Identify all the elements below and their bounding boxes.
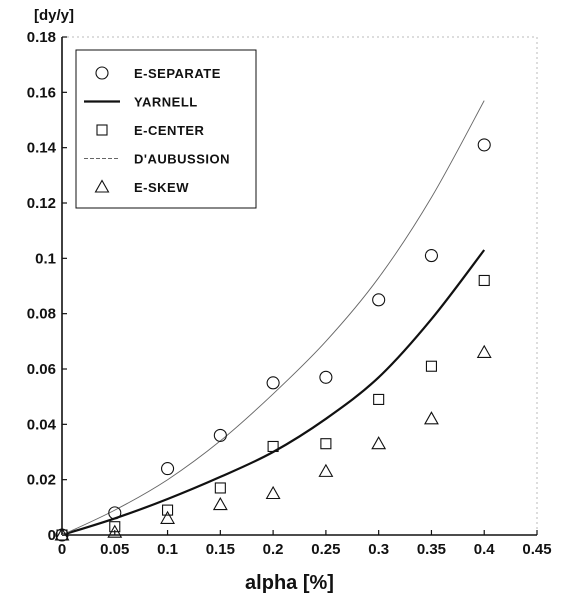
x-tick-label: 0 — [58, 541, 66, 558]
e-separate-point — [266, 376, 280, 390]
legend-e-separate-symbol — [95, 66, 109, 80]
e-center-point — [162, 504, 174, 516]
e-skew-point — [476, 344, 492, 358]
x-tick-label: 0.4 — [474, 541, 496, 558]
legend-box — [75, 49, 257, 209]
e-center-point — [320, 438, 332, 450]
e-center-point — [267, 440, 279, 453]
legend-e-skew-symbol — [94, 179, 110, 193]
e-center-point — [425, 360, 437, 372]
e-separate-point — [319, 370, 333, 384]
e-skew-point — [265, 485, 281, 500]
plot-markers — [54, 138, 492, 542]
y-tick-label: 0 — [48, 527, 56, 544]
e-separate-point — [477, 138, 491, 152]
e-center-point — [373, 393, 385, 405]
y-tick-label: 0.18 — [27, 29, 56, 46]
e-skew-point — [424, 411, 439, 425]
legend: E-SEPARATE YARNELL E-CENTER D'AUBUSSION E-SK… — [75, 49, 257, 209]
e-center-point — [478, 274, 490, 287]
e-center-point — [214, 482, 226, 494]
y-tick-label: 0.1 — [35, 250, 56, 267]
e-skew-point — [212, 496, 228, 511]
x-tick-label: 0.1 — [157, 541, 178, 558]
plot-axes: 0 0.05 0.1 0.15 0.2 0.25 0.3 0.35 0.4 0.45 0 0.02 0.… — [27, 29, 552, 558]
x-tick-label: 0.35 — [417, 541, 446, 558]
x-tick-label: 0.15 — [206, 541, 235, 558]
legend-yarnell-label: YARNELL — [134, 95, 198, 110]
yarnell-line — [61, 249, 486, 537]
y-tick-label: 0.12 — [27, 195, 56, 212]
x-axis-label: alpha [%] — [245, 572, 334, 594]
legend-e-skew-label: E-SKEW — [134, 180, 189, 195]
e-skew-point — [54, 527, 70, 541]
e-separate-point — [108, 506, 122, 520]
legend-d-aubussion-label: D'AUBUSSION — [134, 152, 230, 167]
e-separate-point — [372, 293, 386, 307]
y-tick-label: 0.02 — [27, 472, 56, 489]
e-center-point — [109, 521, 121, 533]
y-tick-label: 0.04 — [27, 416, 57, 433]
plot-lines — [61, 100, 486, 537]
legend-e-center-label: E-CENTER — [134, 123, 205, 138]
e-separate-point — [161, 462, 175, 476]
x-tick-label: 0.05 — [100, 541, 129, 558]
x-tick-label: 0.45 — [522, 541, 551, 558]
y-axis-label: [dy/y] — [34, 7, 74, 24]
e-skew-point — [318, 463, 334, 477]
e-skew-point — [371, 436, 387, 450]
legend-e-separate-label: E-SEPARATE — [134, 66, 221, 81]
e-separate-point — [213, 428, 227, 442]
y-tick-label: 0.16 — [27, 84, 56, 101]
e-separate-point — [424, 249, 438, 263]
legend-e-center-symbol — [96, 124, 108, 136]
e-skew-point — [107, 524, 123, 538]
y-tick-label: 0.08 — [27, 306, 56, 323]
y-tick-label: 0.06 — [27, 361, 56, 378]
e-skew-point — [160, 510, 175, 524]
x-tick-label: 0.2 — [263, 541, 284, 558]
d-aubussion-line — [61, 100, 485, 536]
y-tick-label: 0.14 — [27, 140, 57, 157]
x-tick-label: 0.3 — [368, 541, 389, 558]
x-tick-label: 0.25 — [311, 541, 340, 558]
